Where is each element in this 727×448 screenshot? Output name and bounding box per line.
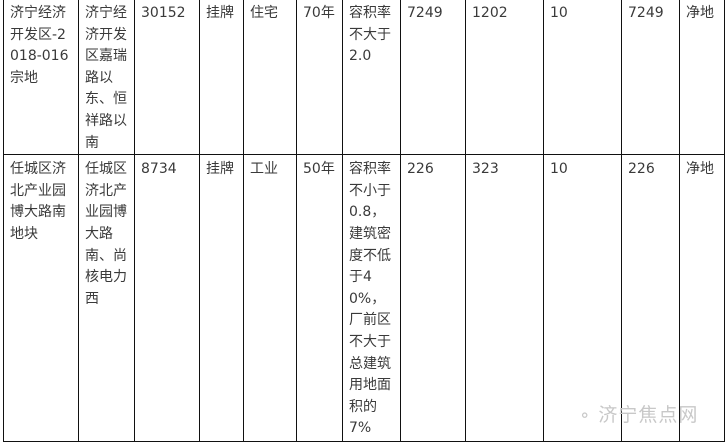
parcel-area: 8734 xyxy=(134,154,200,443)
land-use: 工业 xyxy=(243,154,297,443)
land-condition: 净地 xyxy=(679,0,725,156)
value-4: 226 xyxy=(621,154,680,443)
parcel-location: 济宁经济开发区嘉瑞路以东、恒祥路以南 xyxy=(78,0,135,156)
watermark-text: 济宁焦点网 xyxy=(598,404,699,426)
wechat-icon: ⚬ xyxy=(578,406,593,425)
value-3: 10 xyxy=(543,0,622,156)
planning-conditions: 容积率不大于2.0 xyxy=(342,0,401,156)
term: 50年 xyxy=(296,154,343,443)
land-condition: 净地 xyxy=(679,154,725,443)
transfer-method: 挂牌 xyxy=(199,0,244,156)
parcel-name: 济宁经济开发区-2018-016宗地 xyxy=(3,0,79,156)
value-1: 7249 xyxy=(400,0,466,156)
table-row: 任城区济北产业园博大路南地块 任城区济北产业园博大路南、尚核电力西 8734 挂… xyxy=(3,154,725,443)
land-use: 住宅 xyxy=(243,0,297,156)
land-parcel-table: 济宁经济开发区-2018-016宗地 济宁经济开发区嘉瑞路以东、恒祥路以南 30… xyxy=(3,0,725,443)
value-1: 226 xyxy=(400,154,466,443)
value-3: 10 xyxy=(543,154,622,443)
value-2: 323 xyxy=(465,154,544,443)
planning-conditions: 容积率不小于0.8，建筑密度不低于40%，厂前区不大于总建筑用地面积的7% xyxy=(342,154,401,443)
watermark: ⚬ 济宁焦点网 xyxy=(578,400,698,427)
parcel-area: 30152 xyxy=(134,0,200,156)
value-4: 7249 xyxy=(621,0,680,156)
term: 70年 xyxy=(296,0,343,156)
table-row: 济宁经济开发区-2018-016宗地 济宁经济开发区嘉瑞路以东、恒祥路以南 30… xyxy=(3,0,725,156)
parcel-name: 任城区济北产业园博大路南地块 xyxy=(3,154,79,443)
transfer-method: 挂牌 xyxy=(199,154,244,443)
value-2: 1202 xyxy=(465,0,544,156)
parcel-location: 任城区济北产业园博大路南、尚核电力西 xyxy=(78,154,135,443)
